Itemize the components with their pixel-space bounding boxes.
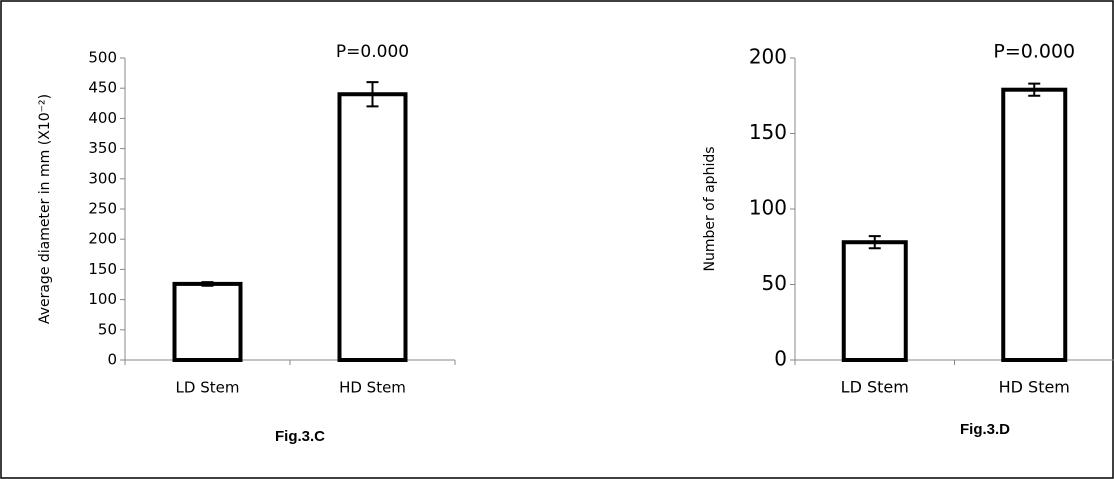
y-tick-label: 200 [749, 45, 787, 69]
x-tick-label: LD Stem [841, 378, 909, 397]
y-tick-label: 100 [88, 290, 117, 308]
bar [841, 240, 908, 362]
bar [337, 92, 408, 363]
caption: Fig.3.D [960, 421, 1010, 438]
y-tick-label: 200 [88, 230, 117, 248]
caption: Fig.3.C [275, 428, 325, 445]
y-tick-label: 150 [749, 120, 787, 144]
bar [1001, 87, 1068, 363]
annotation: P=0.000 [993, 41, 1075, 63]
error-bar [201, 281, 214, 287]
y-axis-label: Average diameter in mm (X10⁻²) [37, 94, 53, 324]
y-tick-label: 300 [88, 169, 117, 187]
y-tick-label: 500 [88, 49, 117, 67]
annotation: P=0.000 [336, 42, 409, 62]
y-tick-label: 50 [98, 320, 117, 338]
error-bar [366, 81, 379, 108]
x-tick-label: LD Stem [176, 379, 240, 397]
y-tick-label: 250 [88, 200, 117, 218]
error-bar [868, 235, 881, 250]
y-tick-label: 350 [88, 139, 117, 157]
y-tick-label: 150 [88, 260, 117, 278]
x-tick-label: HD Stem [339, 379, 406, 397]
bar [172, 281, 243, 362]
y-axis-label: Number of aphids [702, 146, 718, 271]
y-tick-label: 0 [774, 347, 787, 371]
y-tick-label: 100 [749, 196, 787, 220]
error-bar [1028, 82, 1041, 97]
y-tick-label: 450 [88, 79, 117, 97]
y-tick-label: 0 [107, 351, 117, 369]
x-tick-label: HD Stem [999, 378, 1070, 397]
y-tick-label: 50 [762, 271, 787, 295]
y-tick-label: 400 [88, 109, 117, 127]
